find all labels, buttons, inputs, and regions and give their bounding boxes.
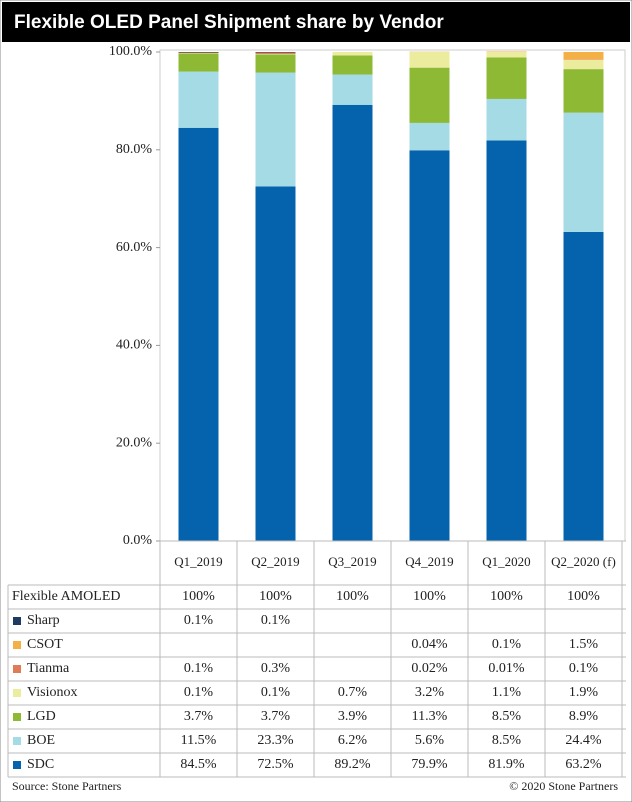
table-value: 100% (336, 589, 369, 604)
table-value: 0.1% (184, 685, 214, 700)
bar-segment (563, 112, 604, 232)
table-value: 3.2% (415, 685, 445, 700)
table-value: 24.4% (565, 733, 602, 748)
legend-marker (13, 713, 21, 721)
bar-segment (563, 59, 604, 70)
table-value: 1.1% (492, 685, 522, 700)
legend-label: CSOT (27, 637, 63, 652)
table-value: 79.9% (411, 757, 448, 772)
y-tick-label: 100.0% (109, 44, 153, 59)
legend-label: LGD (27, 709, 56, 724)
table-value: 23.3% (257, 733, 294, 748)
table-value: 6.2% (338, 733, 368, 748)
table-value: 84.5% (180, 757, 217, 772)
bar-segment (486, 98, 527, 141)
x-tick-label: Q1_2019 (174, 554, 222, 569)
bar-segment (409, 67, 450, 123)
bar-segment (332, 52, 373, 56)
table-value: 11.3% (412, 709, 448, 724)
table-value: 100% (413, 589, 446, 604)
legend-marker (13, 641, 21, 649)
table-value: 63.2% (565, 757, 602, 772)
y-tick-label: 60.0% (116, 240, 153, 255)
table-value: 8.9% (569, 709, 599, 724)
y-tick-label: 80.0% (116, 142, 153, 157)
table-value: 0.1% (261, 613, 291, 628)
bar-segment (178, 127, 219, 542)
table-value: 100% (567, 589, 600, 604)
bar-segment (332, 74, 373, 105)
x-tick-label: Q1_2020 (482, 554, 530, 569)
x-tick-label: Q2_2020 (f) (551, 554, 616, 569)
table-value: 0.1% (492, 637, 522, 652)
legend-marker (13, 761, 21, 769)
table-value: 100% (490, 589, 523, 604)
bar-segment (486, 57, 527, 99)
bar-segment (332, 104, 373, 541)
table-value: 11.5% (181, 733, 217, 748)
bar-segment (178, 71, 219, 128)
table-value: 100% (259, 589, 292, 604)
x-tick-label: Q3_2019 (328, 554, 376, 569)
row-label: Flexible AMOLED (12, 589, 121, 604)
table-value: 0.7% (338, 685, 368, 700)
table-value: 72.5% (257, 757, 294, 772)
table-value: 89.2% (334, 757, 371, 772)
bar-segment (255, 72, 296, 187)
table-value: 0.1% (261, 685, 291, 700)
bar-segment (255, 52, 296, 54)
source: Source: Stone Partners (12, 779, 122, 793)
bar-segment (486, 140, 527, 541)
table-value: 8.5% (492, 709, 522, 724)
table-value: 5.6% (415, 733, 445, 748)
table-value: 0.1% (184, 661, 214, 676)
table-value: 3.7% (184, 709, 214, 724)
copyright: © 2020 Stone Partners (509, 779, 618, 793)
bar-segment (486, 52, 527, 58)
bar-segment (409, 150, 450, 541)
legend-marker (13, 665, 21, 673)
y-tick-label: 40.0% (116, 338, 153, 353)
legend-label: Sharp (27, 613, 60, 628)
legend-label: Tianma (27, 661, 70, 676)
bar-segment (563, 52, 604, 60)
y-tick-label: 20.0% (116, 435, 153, 450)
legend-label: SDC (27, 757, 54, 772)
table-value: 100% (182, 589, 215, 604)
table-value: 1.5% (569, 637, 599, 652)
table-value: 8.5% (492, 733, 522, 748)
table-value: 0.3% (261, 661, 291, 676)
table-value: 81.9% (488, 757, 525, 772)
bar-segment (178, 53, 219, 72)
x-tick-label: Q2_2019 (251, 554, 299, 569)
table-value: 3.9% (338, 709, 368, 724)
bar-segment (409, 52, 450, 68)
bar-segment (332, 55, 373, 75)
legend-marker (13, 617, 21, 625)
table-value: 0.04% (411, 637, 448, 652)
table-value: 0.02% (411, 661, 448, 676)
table-value: 0.01% (488, 661, 525, 676)
table-value: 3.7% (261, 709, 291, 724)
legend-label: BOE (27, 733, 55, 748)
legend-marker (13, 737, 21, 745)
table-value: 0.1% (184, 613, 214, 628)
table-value: 1.9% (569, 685, 599, 700)
legend-marker (13, 689, 21, 697)
bar-segment (563, 231, 604, 541)
legend-label: Visionox (27, 685, 78, 700)
bar-segment (563, 69, 604, 113)
bar-segment (255, 54, 296, 73)
bar-segment (409, 122, 450, 151)
chart-title: Flexible OLED Panel Shipment share by Ve… (14, 12, 444, 33)
x-tick-label: Q4_2019 (405, 554, 453, 569)
y-tick-label: 0.0% (123, 533, 153, 548)
table-value: 0.1% (569, 661, 599, 676)
bar-segment (255, 186, 296, 541)
title-bar (2, 2, 630, 42)
